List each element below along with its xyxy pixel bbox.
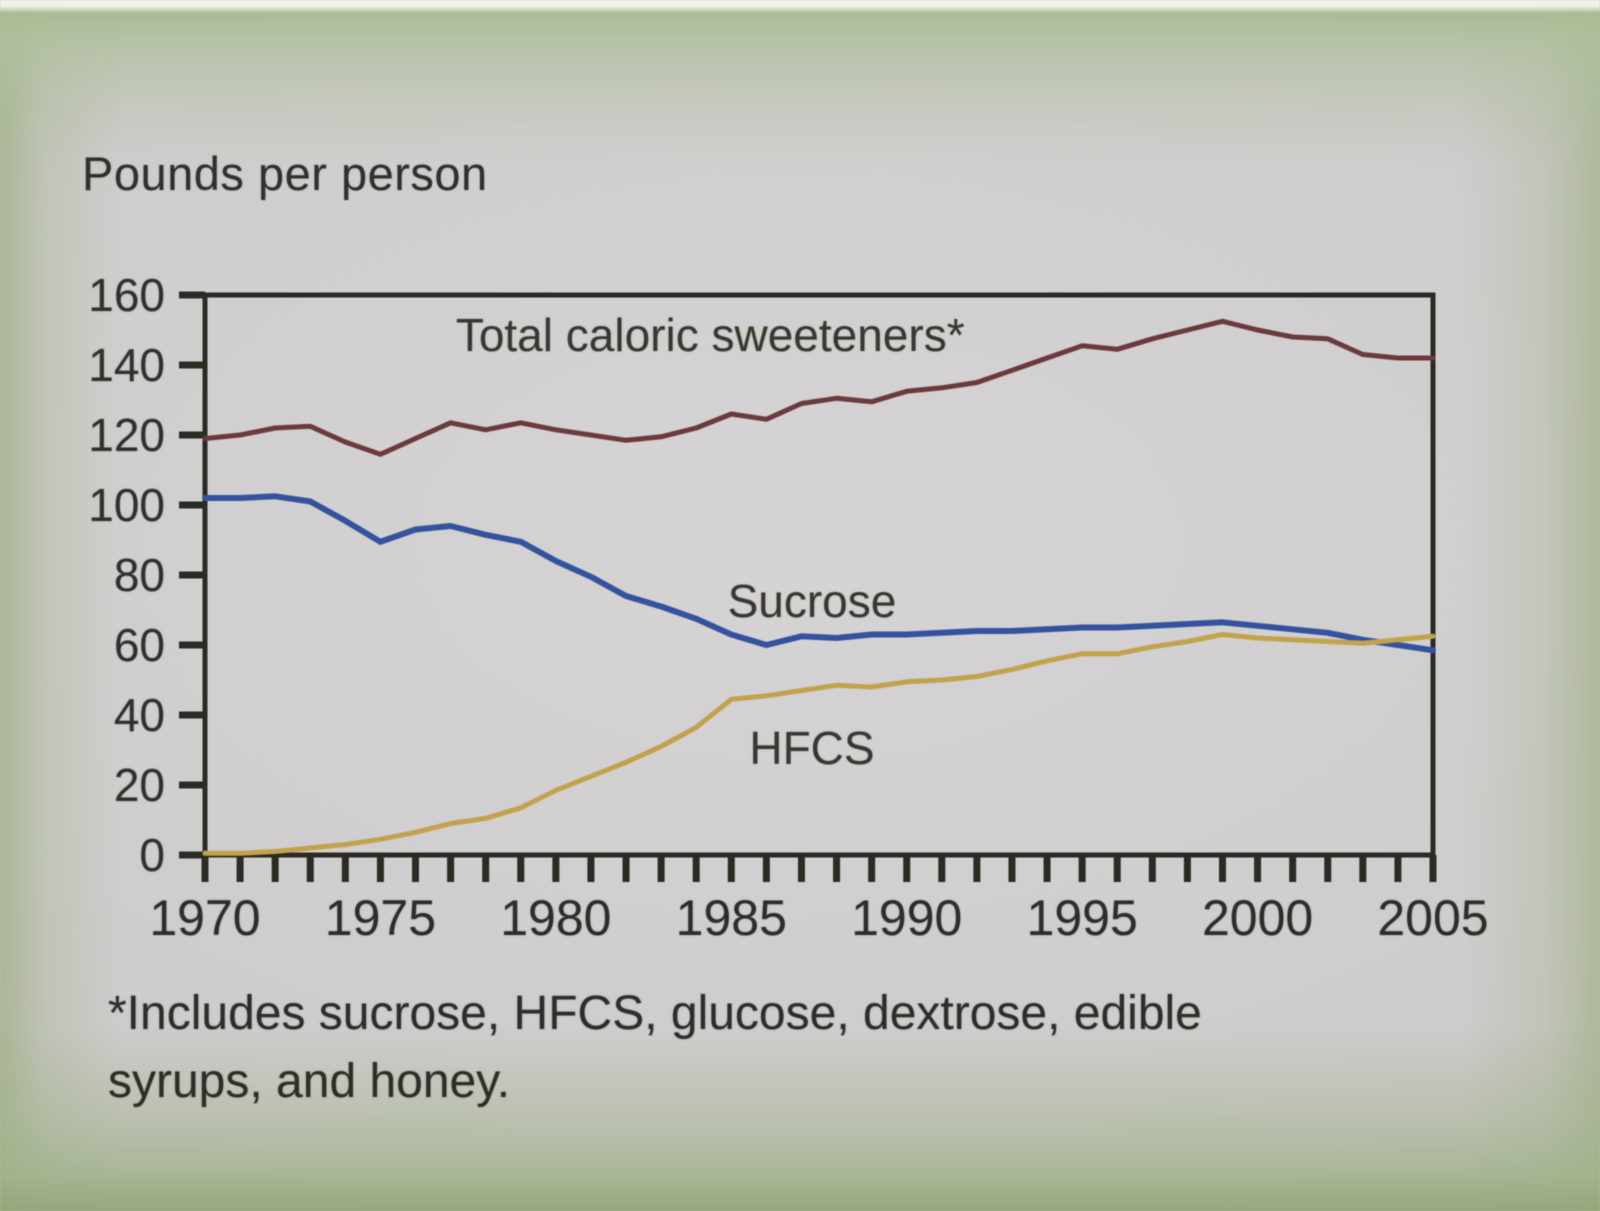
y-tick-label: 120 — [88, 409, 165, 461]
x-tick-label: 1975 — [325, 890, 436, 946]
y-tick-label: 40 — [114, 689, 165, 741]
footnote-line-2: syrups, and honey. — [108, 1055, 511, 1108]
series-line-sucrose — [202, 493, 1436, 654]
y-tick-label: 20 — [114, 759, 165, 811]
x-tick-label: 1970 — [149, 890, 260, 946]
series-line-hfcs — [202, 632, 1436, 856]
footnote: *Includes sucrose, HFCS, glucose, dextro… — [108, 980, 1202, 1116]
y-tick-label: 100 — [88, 479, 165, 531]
chart-units-title: Pounds per person — [82, 147, 488, 200]
x-tick-label: 1995 — [1027, 890, 1138, 946]
y-tick-label: 80 — [114, 549, 165, 601]
x-tick-label: 1990 — [851, 890, 962, 946]
y-tick-label: 0 — [139, 829, 165, 881]
x-tick-label: 1985 — [676, 890, 787, 946]
series-label-sucrose: Sucrose — [727, 575, 897, 628]
x-tick-label: 1980 — [500, 890, 611, 946]
y-tick-label: 140 — [88, 339, 165, 391]
footnote-line-1: *Includes sucrose, HFCS, glucose, dextro… — [108, 987, 1202, 1040]
series-label-total-caloric-sweeteners: Total caloric sweeteners* — [455, 309, 965, 362]
y-tick-label: 160 — [88, 269, 165, 321]
x-tick-label: 2000 — [1202, 890, 1313, 946]
series-label-hfcs: HFCS — [749, 722, 875, 775]
x-tick-label: 2005 — [1377, 890, 1488, 946]
series-line-total — [202, 318, 1436, 457]
y-tick-label: 60 — [114, 619, 165, 671]
